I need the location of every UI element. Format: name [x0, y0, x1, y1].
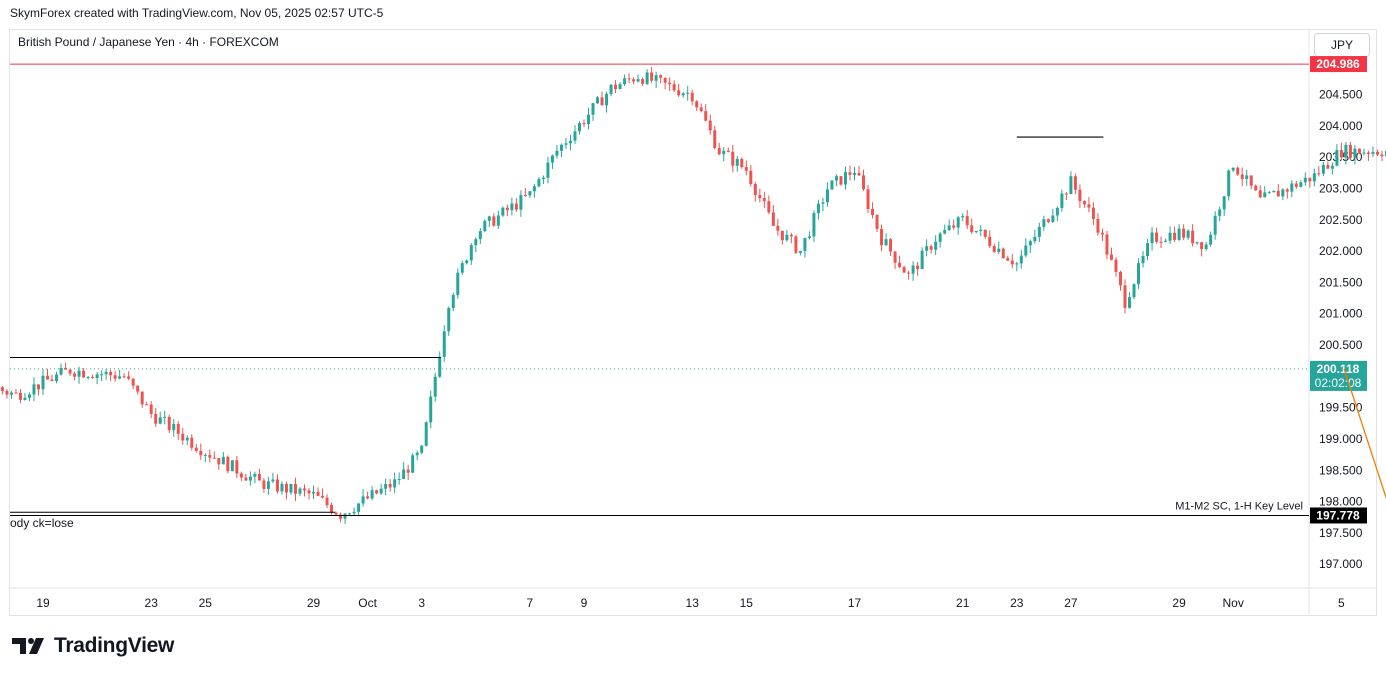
candle-body — [5, 390, 9, 395]
candle — [1380, 150, 1384, 162]
symbol-title: British Pound / Japanese Yen · 4h · FORE… — [18, 35, 279, 49]
candle-body — [0, 387, 4, 391]
tradingview-logo[interactable]: TradingView — [12, 634, 174, 658]
chart-frame — [9, 29, 1377, 616]
candle-body — [1380, 154, 1384, 157]
logo-text: TradingView — [54, 634, 175, 657]
chart-attribution: SkymForex created with TradingView.com, … — [10, 6, 384, 20]
currency-button[interactable]: JPY — [1314, 33, 1370, 57]
candle — [5, 389, 9, 399]
tradingview-logo-icon — [12, 638, 44, 654]
candle — [0, 386, 4, 395]
